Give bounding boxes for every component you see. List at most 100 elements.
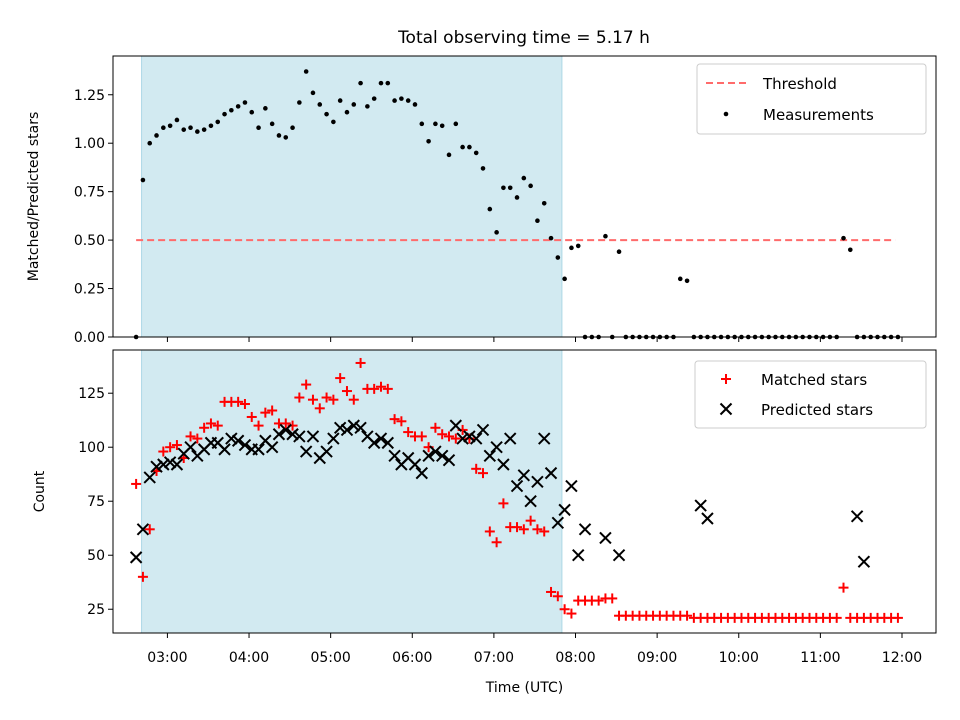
measurement-point bbox=[161, 125, 166, 131]
measurement-point bbox=[174, 117, 180, 123]
predicted-star-point bbox=[612, 549, 626, 562]
predicted-star-point bbox=[265, 441, 279, 454]
measurement-point bbox=[392, 98, 397, 103]
predicted-star-point bbox=[286, 428, 299, 441]
measurement-point bbox=[310, 90, 316, 96]
predicted-star-point bbox=[470, 432, 483, 445]
measurement-point bbox=[446, 152, 452, 158]
x-tick-label: 05:00 bbox=[310, 650, 350, 666]
predicted-star-point bbox=[354, 421, 367, 434]
predicted-star-point bbox=[490, 441, 503, 454]
count-y-label: 25 bbox=[87, 602, 105, 618]
measurement-point bbox=[603, 233, 608, 239]
predicted-star-point bbox=[408, 458, 422, 471]
legend-predicted-swatch bbox=[719, 402, 733, 416]
predicted-star-point bbox=[293, 430, 306, 443]
predicted-star-point bbox=[401, 451, 415, 465]
count-axes-frame bbox=[112, 349, 937, 634]
predicted-star-point bbox=[694, 499, 707, 512]
count-y-label: 50 bbox=[87, 548, 105, 564]
measurement-point bbox=[555, 255, 561, 260]
measurement-point bbox=[494, 230, 499, 235]
measurement-point bbox=[235, 104, 241, 109]
measurement-point bbox=[337, 98, 343, 103]
count-legend: Matched stars Predicted stars bbox=[694, 360, 927, 429]
predicted-star-point bbox=[333, 421, 347, 434]
predicted-star-point bbox=[422, 449, 435, 463]
legend-predicted-label: Predicted stars bbox=[761, 401, 873, 419]
legend-matched-label: Matched stars bbox=[761, 371, 867, 389]
predicted-star-point bbox=[150, 460, 163, 473]
ratio-y-label: 0.00 bbox=[74, 330, 105, 346]
predicted-star-point bbox=[163, 456, 177, 469]
measurement-point bbox=[528, 183, 533, 189]
predicted-star-point bbox=[361, 430, 374, 443]
measurement-point bbox=[242, 100, 248, 105]
measurement-point bbox=[195, 129, 200, 134]
measurement-point bbox=[208, 123, 214, 129]
count-y-ticks: 25 50 75 100 125 bbox=[78, 386, 113, 618]
predicted-star-point bbox=[599, 531, 612, 545]
measurement-point bbox=[201, 127, 207, 132]
predicted-star-point bbox=[347, 419, 360, 432]
measurement-point bbox=[283, 135, 289, 140]
observing-span bbox=[141, 349, 563, 634]
measurement-point bbox=[358, 80, 363, 86]
ratio-y-label: 0.75 bbox=[74, 185, 105, 201]
count-x-ticks: 03:00 04:00 05:00 06:00 07:00 08:00 09:00 10:00… bbox=[147, 633, 922, 666]
measurement-point bbox=[405, 98, 411, 103]
predicted-star-point bbox=[524, 495, 537, 508]
predicted-star-point bbox=[129, 551, 143, 564]
count-y-label: 125 bbox=[78, 386, 105, 402]
measurement-point bbox=[473, 150, 479, 156]
ratio-axes: 0.00 0.25 0.50 0.75 1.00 1.25 Matched/Predict… bbox=[26, 55, 937, 346]
legend-measurements-swatch bbox=[723, 111, 729, 117]
predicted-star-point bbox=[578, 523, 592, 536]
measurement-point bbox=[290, 125, 295, 131]
count-y-label: 100 bbox=[78, 440, 105, 456]
measurement-point bbox=[229, 107, 234, 113]
predicted-star-point bbox=[279, 423, 292, 437]
measurement-point bbox=[399, 96, 404, 101]
predicted-star-point bbox=[143, 471, 156, 484]
measurement-point bbox=[167, 123, 173, 129]
measurement-point bbox=[269, 121, 275, 127]
measurement-point bbox=[297, 100, 302, 105]
predicted-star-point bbox=[272, 428, 286, 441]
measurement-point bbox=[507, 185, 513, 191]
predicted-star-point bbox=[701, 512, 714, 525]
ratio-y-label: 1.00 bbox=[74, 136, 105, 152]
measurement-point bbox=[276, 133, 282, 138]
measurement-point bbox=[453, 121, 459, 127]
predicted-star-point bbox=[327, 432, 340, 445]
predicted-star-point bbox=[510, 479, 524, 493]
legend-matched-swatch bbox=[721, 374, 731, 384]
predicted-star-points bbox=[129, 419, 871, 568]
predicted-star-point bbox=[388, 449, 401, 463]
measurement-point bbox=[426, 138, 431, 144]
observing-span bbox=[141, 55, 563, 338]
predicted-star-point bbox=[320, 445, 333, 458]
predicted-star-point bbox=[538, 432, 551, 445]
measurement-point bbox=[181, 127, 187, 132]
predicted-star-point bbox=[572, 549, 585, 562]
predicted-star-point bbox=[299, 445, 313, 458]
measurement-point bbox=[521, 175, 527, 181]
measurement-point bbox=[365, 104, 370, 109]
count-axes: 25 50 75 100 125 03:00 04:00 05:00 06:00 07:00 08… bbox=[32, 349, 937, 696]
predicted-star-point bbox=[157, 458, 170, 471]
ratio-legend-box bbox=[696, 63, 927, 135]
x-tick-label: 04:00 bbox=[229, 650, 269, 666]
ratio-y-label: Matched/Predicted stars bbox=[26, 112, 42, 282]
x-tick-label: 10:00 bbox=[719, 650, 759, 666]
predicted-star-point bbox=[442, 453, 456, 467]
measurement-point bbox=[439, 123, 445, 129]
x-tick-label: 09:00 bbox=[637, 650, 677, 666]
measurement-point bbox=[140, 177, 146, 183]
predicted-star-point bbox=[456, 432, 469, 445]
measurement-point bbox=[154, 133, 159, 138]
ratio-legend: Threshold Measurements bbox=[696, 63, 927, 135]
predicted-star-point bbox=[531, 475, 544, 488]
measurement-point bbox=[371, 96, 377, 101]
measurement-point bbox=[487, 206, 493, 212]
